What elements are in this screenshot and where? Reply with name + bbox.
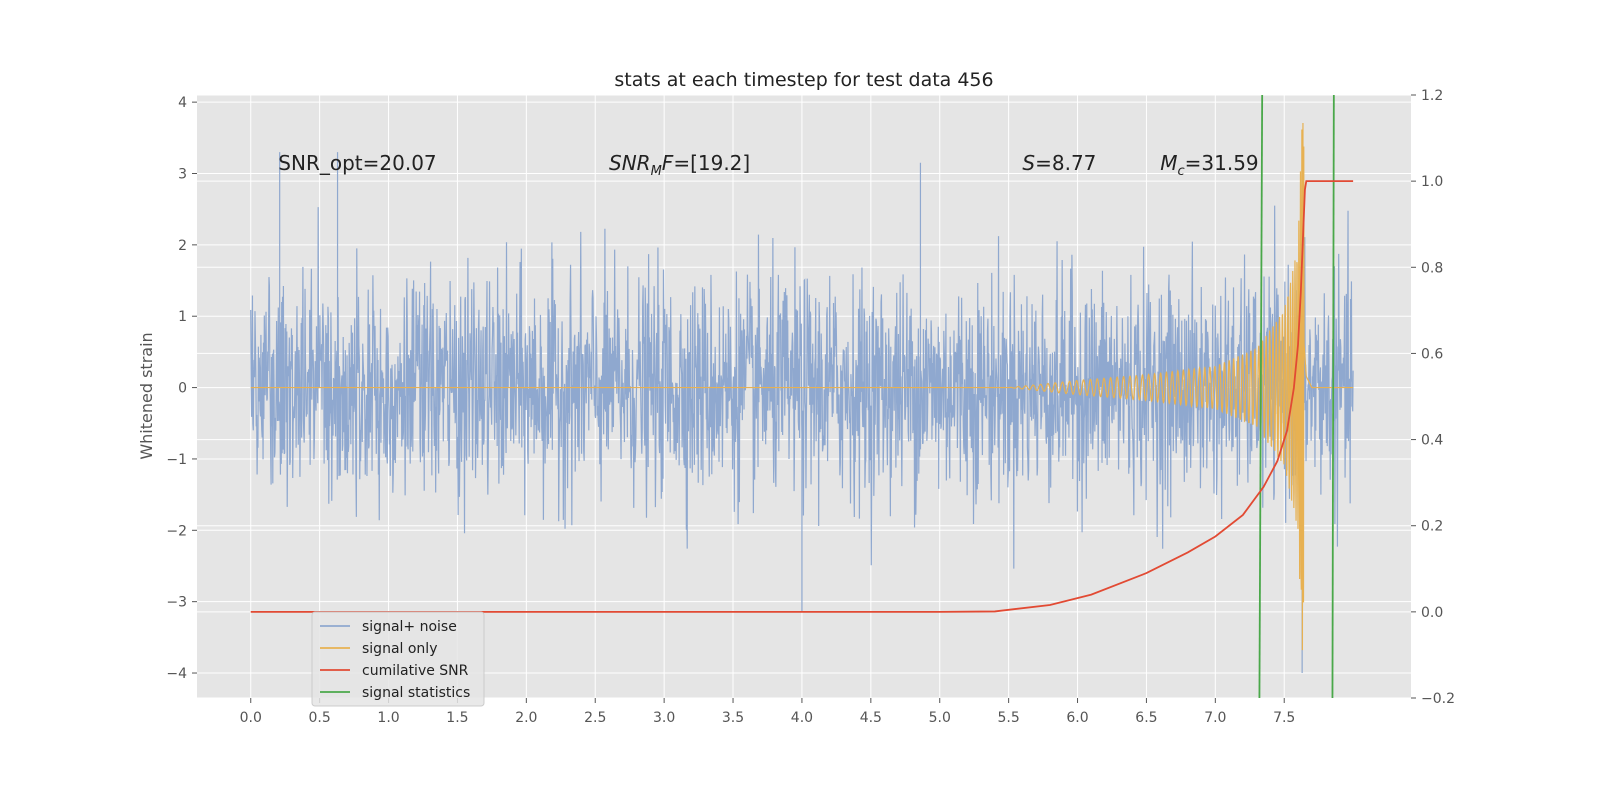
y-axis-label: Whitened strain [137, 332, 156, 459]
y-right-tick-label: 0.2 [1421, 519, 1443, 535]
x-tick-label: 1.0 [377, 710, 399, 726]
y-right-tick-label: 1.0 [1421, 174, 1443, 190]
grid [197, 94, 1411, 699]
x-tick-label: 6.0 [1066, 710, 1088, 726]
y-right-tick-label: 0.6 [1421, 346, 1443, 362]
x-tick-label: 4.0 [791, 710, 813, 726]
x-tick-label: 2.5 [584, 710, 606, 726]
annotations: SNR_opt=20.07 SNRMF=[19.2] S=8.77 Mc=31.59 [278, 151, 1258, 179]
y-tick-label: 2 [178, 238, 187, 254]
y-tick-label: 0 [178, 381, 187, 397]
x-tick-label: 0.5 [309, 710, 331, 726]
annotation-text: Mc=31.59 [1160, 151, 1258, 179]
series-signal-noise [250, 152, 1354, 674]
chart-title: stats at each timestep for test data 456 [614, 69, 993, 91]
x-tick-label: 2.0 [515, 710, 537, 726]
annotation-text: SNRMF=[19.2] [609, 151, 750, 179]
legend-label: signal statistics [362, 685, 470, 701]
annotation-text: SNR_opt=20.07 [278, 151, 436, 175]
signal-statistics-line [1258, 95, 1264, 698]
y-tick-label: 1 [178, 309, 187, 325]
series-cumulative-snr [250, 180, 1354, 613]
x-tick-label: 0.0 [240, 710, 262, 726]
ticks: 0.0 0.5 1.0 1.5 2.0 2.5 3.0 3.5 4.0 4.5 5.0 5.5 6.0 6… [166, 88, 1455, 726]
x-tick-label: 5.0 [929, 710, 951, 726]
x-tick-label: 1.5 [446, 710, 468, 726]
x-tick-label: 7.5 [1273, 710, 1295, 726]
y-tick-label: −1 [166, 452, 187, 468]
legend-label: cumilative SNR [362, 663, 469, 679]
legend-box [311, 611, 485, 707]
y-tick-label: −3 [166, 595, 187, 611]
legend: signal+ noise signal only cumilative SNR si… [311, 611, 485, 707]
y-tick-label: 3 [178, 166, 187, 182]
annotation-text: S=8.77 [1022, 151, 1096, 175]
y-right-tick-label: 0.4 [1421, 433, 1443, 449]
x-tick-label: 6.5 [1135, 710, 1157, 726]
legend-label: signal only [362, 641, 437, 657]
series-signal-only [250, 123, 1354, 651]
y-tick-label: −2 [166, 523, 187, 539]
y-right-tick-label: 0.0 [1421, 605, 1443, 621]
y-right-tick-label: 1.2 [1421, 88, 1443, 104]
y-tick-label: −4 [166, 666, 187, 682]
x-tick-label: 3.0 [653, 710, 675, 726]
x-tick-label: 7.0 [1204, 710, 1226, 726]
y-tick-label: 4 [178, 95, 187, 111]
y-right-tick-label: 0.8 [1421, 260, 1443, 276]
legend-label: signal+ noise [362, 619, 457, 635]
x-tick-label: 4.5 [860, 710, 882, 726]
signal-statistics-line [1331, 95, 1335, 698]
x-tick-label: 5.5 [997, 710, 1019, 726]
y-right-tick-label: −0.2 [1421, 691, 1455, 707]
x-tick-label: 3.5 [722, 710, 744, 726]
